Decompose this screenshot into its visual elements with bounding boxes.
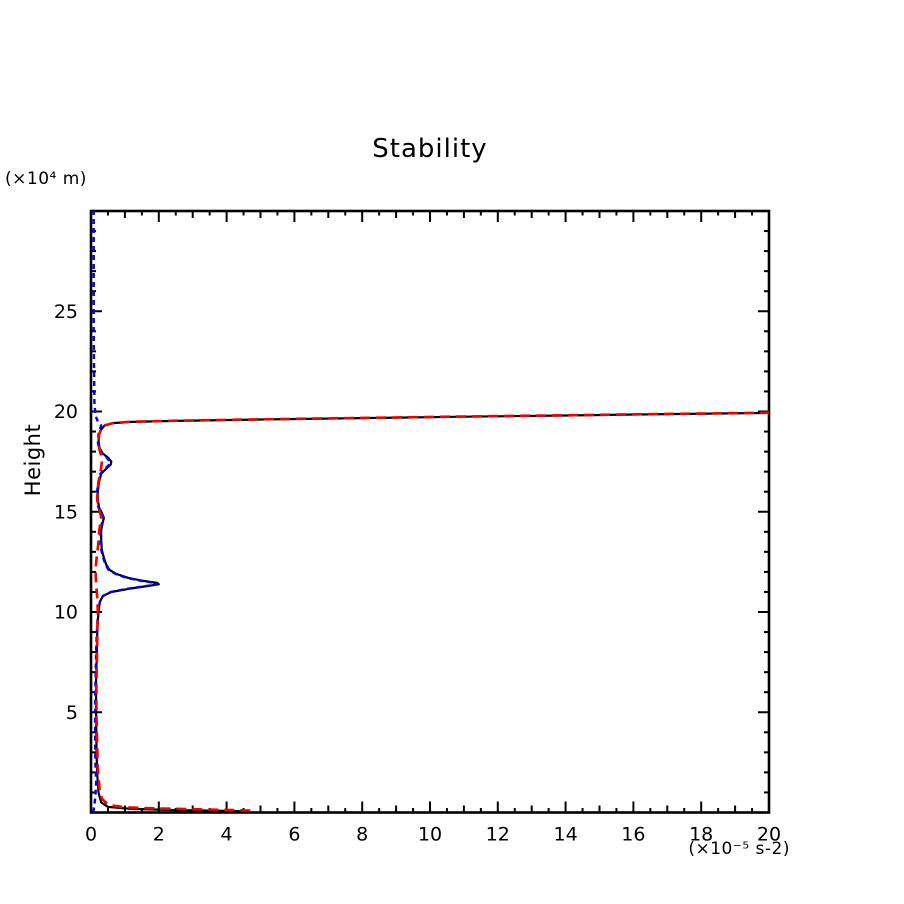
x-tick-label: 2: [153, 824, 165, 846]
plot-frame: [89, 209, 771, 814]
y-tick-labels: 5 10 15 20 25: [54, 301, 78, 724]
x-tick-label: 8: [356, 824, 368, 846]
series-stability-blue-dashed: [92, 211, 159, 813]
x-tick-label: 20: [757, 824, 781, 846]
x-tick-label: 0: [85, 824, 97, 846]
series-stability-red-dashed: [94, 411, 770, 812]
x-tick-label: 4: [221, 824, 233, 846]
y-tick-label: 10: [54, 602, 78, 624]
x-tick-label: 18: [689, 824, 713, 846]
y-axis-unit-label: (×10⁴ m): [5, 169, 87, 189]
x-axis-ticks: [90, 211, 770, 813]
y-tick-label: 15: [54, 501, 78, 523]
chart-title: Stability: [372, 134, 488, 164]
x-tick-label: 14: [554, 824, 578, 846]
y-tick-label: 25: [54, 301, 78, 323]
x-tick-label: 10: [418, 824, 442, 846]
y-axis-ticks: [91, 210, 769, 814]
y-tick-label: 20: [54, 401, 78, 423]
x-tick-label: 6: [288, 824, 300, 846]
y-tick-label: 5: [66, 702, 78, 724]
x-axis-unit-label: (×10⁻⁵ s-2): [688, 839, 790, 859]
series-stability-total-solid: [94, 411, 770, 813]
x-tick-label: 12: [486, 824, 510, 846]
x-tick-labels: 0 2 4 6 8 10 12 14 16 18 20: [85, 824, 781, 846]
x-tick-label: 16: [621, 824, 645, 846]
